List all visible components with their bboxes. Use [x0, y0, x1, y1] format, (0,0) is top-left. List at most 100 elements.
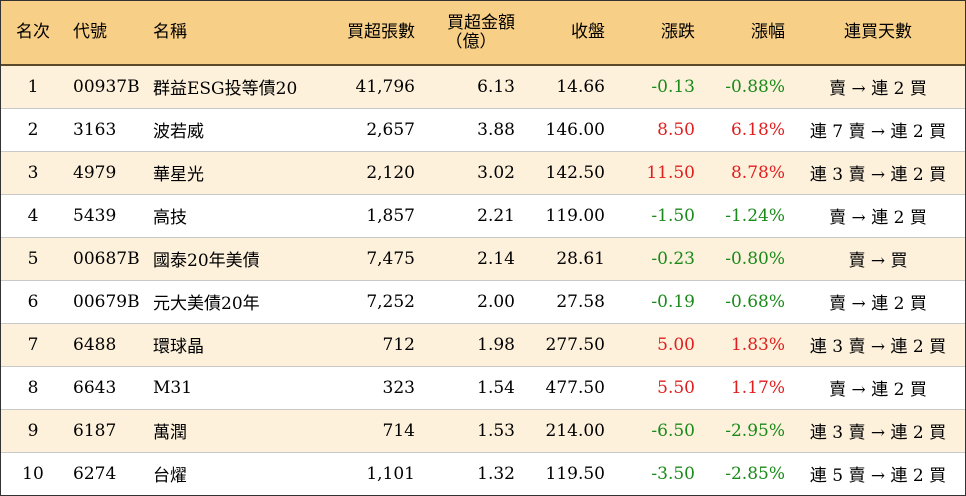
header-amount-line1: 買超金額: [447, 12, 515, 33]
table-row[interactable]: 3 4979 華星光 2,120 3.02 142.50 11.50 8.78% 連 3 賣 →…: [1, 151, 965, 194]
table-row[interactable]: 8 6643 M31 323 1.54 477.50 5.50 1.17% 賣 → 連 2 買: [1, 366, 965, 409]
cell-rank: 3: [27, 162, 39, 183]
header-amount-line2: （億）: [445, 31, 497, 52]
cell-name: 元大美債20年: [153, 294, 260, 314]
cell-name: 高技: [153, 208, 187, 228]
cell-rank: 2: [27, 119, 39, 140]
cell-change: 5.00: [657, 334, 695, 355]
cell-amount: 1.98: [477, 334, 515, 355]
cell-volume: 7,252: [366, 291, 415, 312]
cell-pct: -1.24%: [725, 205, 785, 226]
cell-days: 賣 → 連 2 買: [829, 208, 927, 228]
cell-close: 14.66: [556, 76, 605, 97]
cell-close: 27.58: [556, 291, 605, 312]
cell-code: 4979: [73, 162, 117, 183]
cell-close: 142.50: [545, 162, 605, 183]
cell-amount: 1.54: [477, 377, 515, 398]
cell-pct: 8.78%: [730, 162, 785, 183]
cell-pct: -2.85%: [725, 463, 785, 484]
cell-volume: 2,120: [366, 162, 415, 183]
cell-pct: -0.88%: [725, 76, 785, 97]
cell-close: 277.50: [545, 334, 605, 355]
header-days: 連買天數: [791, 1, 965, 66]
table-row[interactable]: 2 3163 波若威 2,657 3.88 146.00 8.50 6.18% 連 7 賣 → …: [1, 108, 965, 151]
cell-change: -0.19: [651, 291, 695, 312]
cell-amount: 3.02: [477, 162, 515, 183]
cell-change: -1.50: [651, 205, 695, 226]
cell-days: 連 5 賣 → 連 2 買: [809, 466, 947, 487]
cell-name: 群益ESG投等債20: [153, 79, 298, 100]
cell-close: 477.50: [545, 377, 605, 398]
cell-change: 8.50: [657, 119, 695, 140]
table-body: 1 00937B 群益ESG投等債20 41,796 6.13 14.66 -0.13 -0.…: [1, 65, 965, 495]
cell-days: 連 3 賣 → 連 2 買: [809, 423, 947, 443]
table-row[interactable]: 9 6187 萬潤 714 1.53 214.00 -6.50 -2.95% 連 3 賣 → 連…: [1, 409, 965, 452]
cell-name: 台燿: [153, 466, 187, 487]
cell-code: 00937B: [73, 76, 140, 97]
table-row[interactable]: 10 6274 台燿 1,101 1.32 119.50 -3.50 -2.85% 連 5 賣 …: [1, 452, 965, 495]
cell-change: 5.50: [657, 377, 695, 398]
cell-volume: 323: [382, 377, 415, 398]
table-row[interactable]: 7 6488 環球晶 712 1.98 277.50 5.00 1.83% 連 3 賣 → 連 …: [1, 323, 965, 366]
cell-code: 6274: [73, 463, 117, 484]
header-volume: 買超張數: [321, 1, 421, 66]
table-row[interactable]: 4 5439 高技 1,857 2.21 119.00 -1.50 -1.24% 賣 → 連 2…: [1, 194, 965, 237]
header-change: 漲跌: [611, 1, 701, 66]
cell-rank: 5: [27, 248, 39, 269]
cell-volume: 2,657: [366, 119, 415, 140]
cell-name: M31: [153, 377, 193, 398]
table-header: 名次 代號 名稱 買超張數 買超金額 （億） 收盤 漲跌 漲幅 連買天數: [1, 1, 965, 66]
cell-rank: 6: [27, 291, 39, 312]
cell-days: 賣 → 連 2 買: [829, 79, 927, 100]
cell-change: -0.23: [651, 248, 695, 269]
cell-volume: 7,475: [366, 248, 415, 269]
cell-volume: 712: [382, 334, 415, 355]
cell-code: 6187: [73, 420, 117, 441]
cell-amount: 2.14: [477, 248, 515, 269]
cell-pct: -0.68%: [725, 291, 785, 312]
cell-code: 6488: [73, 334, 117, 355]
cell-code: 6643: [73, 377, 117, 398]
cell-rank: 10: [22, 463, 44, 484]
cell-days: 連 3 賣 → 連 2 買: [809, 337, 947, 357]
cell-days: 賣 → 連 2 買: [829, 380, 927, 400]
cell-name: 環球晶: [153, 337, 204, 357]
header-name: 名稱: [149, 1, 321, 66]
cell-rank: 1: [27, 76, 39, 97]
cell-pct: 1.83%: [730, 334, 785, 355]
cell-pct: 6.18%: [730, 119, 785, 140]
cell-close: 119.00: [545, 205, 605, 226]
cell-volume: 41,796: [355, 76, 415, 97]
cell-code: 00679B: [73, 291, 140, 312]
header-row: 名次 代號 名稱 買超張數 買超金額 （億） 收盤 漲跌 漲幅 連買天數: [1, 1, 965, 66]
cell-volume: 714: [382, 420, 415, 441]
header-pct: 漲幅: [701, 1, 791, 66]
cell-amount: 6.13: [477, 76, 515, 97]
cell-pct: -2.95%: [725, 420, 785, 441]
table-row[interactable]: 5 00687B 國泰20年美債 7,475 2.14 28.61 -0.23 -0.80% 賣…: [1, 237, 965, 280]
cell-close: 214.00: [545, 420, 605, 441]
cell-days: 連 7 賣 → 連 2 買: [809, 122, 947, 142]
cell-pct: -0.80%: [725, 248, 785, 269]
table-row[interactable]: 1 00937B 群益ESG投等債20 41,796 6.13 14.66 -0.13 -0.…: [1, 65, 965, 108]
cell-days: 賣 → 買: [848, 251, 908, 271]
cell-volume: 1,101: [366, 463, 415, 484]
cell-days: 連 3 賣 → 連 2 買: [809, 165, 947, 185]
cell-change: -0.13: [651, 76, 695, 97]
header-amount: 買超金額 （億）: [421, 1, 521, 66]
cell-close: 146.00: [545, 119, 605, 140]
cell-close: 119.50: [545, 463, 605, 484]
cell-change: 11.50: [646, 162, 695, 183]
cell-amount: 1.32: [477, 463, 515, 484]
header-code: 代號: [65, 1, 149, 66]
cell-amount: 3.88: [477, 119, 515, 140]
cell-name: 萬潤: [153, 423, 187, 443]
cell-name: 華星光: [153, 165, 204, 185]
table-row[interactable]: 6 00679B 元大美債20年 7,252 2.00 27.58 -0.19 -0.68% 賣…: [1, 280, 965, 323]
cell-close: 28.61: [556, 248, 605, 269]
cell-amount: 2.00: [477, 291, 515, 312]
cell-rank: 8: [27, 377, 39, 398]
cell-days: 賣 → 連 2 買: [829, 294, 927, 314]
